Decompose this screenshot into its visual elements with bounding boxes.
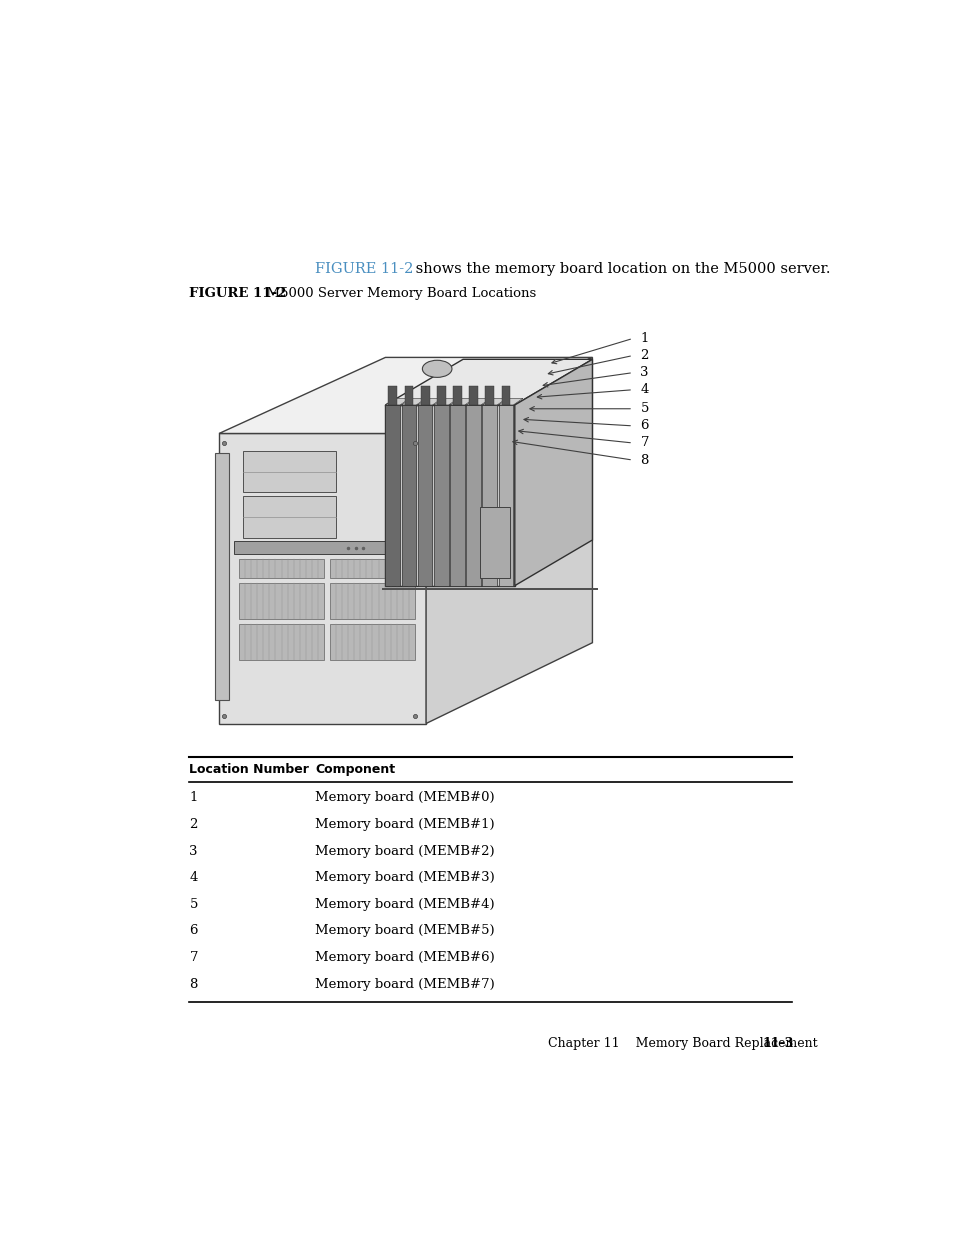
Text: 11-3: 11-3 xyxy=(761,1036,793,1050)
Polygon shape xyxy=(434,405,448,585)
Text: 3: 3 xyxy=(639,366,648,379)
Text: 4: 4 xyxy=(190,871,197,884)
Polygon shape xyxy=(401,405,416,585)
Text: 8: 8 xyxy=(639,453,648,467)
Text: FIGURE 11-2: FIGURE 11-2 xyxy=(190,288,287,300)
Text: Memory board (MEMB#0): Memory board (MEMB#0) xyxy=(314,792,495,804)
FancyBboxPatch shape xyxy=(215,452,229,700)
Text: 5: 5 xyxy=(639,403,648,415)
Text: FIGURE 11-2: FIGURE 11-2 xyxy=(314,262,413,275)
Polygon shape xyxy=(388,385,396,405)
Polygon shape xyxy=(450,399,474,405)
Polygon shape xyxy=(485,385,494,405)
FancyBboxPatch shape xyxy=(479,506,509,578)
Polygon shape xyxy=(469,385,477,405)
Text: 7: 7 xyxy=(190,951,198,965)
Text: 6: 6 xyxy=(639,420,648,432)
FancyBboxPatch shape xyxy=(243,496,335,538)
Polygon shape xyxy=(401,399,425,405)
Text: Chapter 11    Memory Board Replacement: Chapter 11 Memory Board Replacement xyxy=(547,1036,833,1050)
Polygon shape xyxy=(404,385,413,405)
Text: Memory board (MEMB#5): Memory board (MEMB#5) xyxy=(314,925,495,937)
Polygon shape xyxy=(420,385,429,405)
FancyBboxPatch shape xyxy=(239,583,324,619)
Polygon shape xyxy=(219,357,592,433)
Text: Memory board (MEMB#4): Memory board (MEMB#4) xyxy=(314,898,495,911)
Text: 8: 8 xyxy=(190,978,197,990)
Text: 5: 5 xyxy=(190,898,197,911)
FancyBboxPatch shape xyxy=(239,559,324,578)
Text: 7: 7 xyxy=(639,436,648,450)
Polygon shape xyxy=(450,405,464,585)
FancyBboxPatch shape xyxy=(330,583,415,619)
Text: shows the memory board location on the M5000 server.: shows the memory board location on the M… xyxy=(411,262,830,275)
Text: Memory board (MEMB#1): Memory board (MEMB#1) xyxy=(314,818,495,831)
FancyBboxPatch shape xyxy=(233,541,418,555)
Text: Memory board (MEMB#7): Memory board (MEMB#7) xyxy=(314,978,495,990)
Polygon shape xyxy=(417,399,441,405)
Text: 2: 2 xyxy=(639,350,648,362)
Polygon shape xyxy=(219,433,426,724)
Polygon shape xyxy=(453,385,461,405)
Polygon shape xyxy=(385,405,399,585)
Text: 6: 6 xyxy=(190,925,198,937)
FancyBboxPatch shape xyxy=(239,624,324,659)
Polygon shape xyxy=(501,385,510,405)
FancyBboxPatch shape xyxy=(243,451,335,493)
Polygon shape xyxy=(515,359,592,585)
Polygon shape xyxy=(498,405,513,585)
Polygon shape xyxy=(498,399,522,405)
Text: 2: 2 xyxy=(190,818,197,831)
Polygon shape xyxy=(385,359,592,405)
Polygon shape xyxy=(436,385,445,405)
Polygon shape xyxy=(482,405,497,585)
Polygon shape xyxy=(482,399,506,405)
Polygon shape xyxy=(385,399,409,405)
Polygon shape xyxy=(466,399,490,405)
Polygon shape xyxy=(385,405,515,585)
Polygon shape xyxy=(426,357,592,724)
Polygon shape xyxy=(417,405,432,585)
Ellipse shape xyxy=(422,361,452,378)
Text: Memory board (MEMB#3): Memory board (MEMB#3) xyxy=(314,871,495,884)
FancyBboxPatch shape xyxy=(330,624,415,659)
Polygon shape xyxy=(381,588,598,590)
Text: 1: 1 xyxy=(639,332,648,345)
Text: 4: 4 xyxy=(639,383,648,396)
FancyBboxPatch shape xyxy=(330,559,415,578)
Text: Memory board (MEMB#2): Memory board (MEMB#2) xyxy=(314,845,495,857)
Text: Memory board (MEMB#6): Memory board (MEMB#6) xyxy=(314,951,495,965)
Text: 3: 3 xyxy=(190,845,198,857)
Text: 1: 1 xyxy=(190,792,197,804)
Polygon shape xyxy=(466,405,480,585)
Text: M5000 Server Memory Board Locations: M5000 Server Memory Board Locations xyxy=(257,288,536,300)
Polygon shape xyxy=(434,399,457,405)
Text: Component: Component xyxy=(314,763,395,776)
Text: Location Number: Location Number xyxy=(190,763,309,776)
